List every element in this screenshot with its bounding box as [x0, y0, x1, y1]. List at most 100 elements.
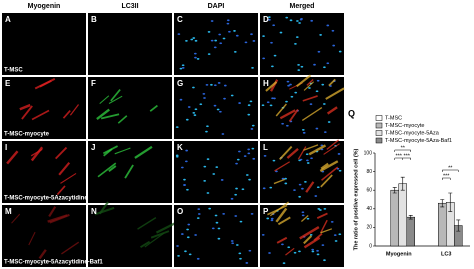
- bar: [398, 183, 407, 247]
- panel-letter: F: [91, 79, 96, 88]
- nucleus: [196, 58, 200, 60]
- nucleus: [219, 110, 222, 113]
- cell-signal: [296, 74, 312, 88]
- cell-signal: [137, 217, 157, 230]
- panel-letter: C: [177, 15, 183, 24]
- nucleus: [330, 220, 334, 223]
- error-bar: [408, 215, 413, 220]
- nucleus: [213, 46, 217, 49]
- nucleus: [333, 234, 337, 237]
- nucleus: [316, 249, 319, 252]
- nucleus: [214, 39, 218, 42]
- cell-signal: [320, 174, 333, 188]
- significance-label: **: [448, 165, 453, 171]
- nucleus: [194, 234, 198, 236]
- panel-letter: M: [5, 207, 12, 216]
- nucleus: [237, 150, 241, 153]
- column-header: LC3II: [121, 3, 138, 10]
- nucleus: [315, 127, 319, 130]
- legend-label: T-MSC-myocyte-5Aza: [385, 130, 440, 136]
- legend-swatch: [375, 115, 383, 121]
- cell-signal: [285, 247, 295, 256]
- panel-letter: N: [91, 207, 97, 216]
- cell-signal: [279, 109, 296, 120]
- cell-signal: [108, 95, 123, 104]
- x-tick-label: LC3: [441, 251, 451, 257]
- micrograph: [2, 13, 86, 75]
- nucleus: [247, 104, 251, 107]
- nucleus: [309, 233, 313, 236]
- nucleus: [316, 253, 320, 256]
- cell-signal: [273, 178, 286, 185]
- nucleus: [248, 178, 251, 181]
- cell-signal: [277, 216, 291, 226]
- nucleus: [303, 180, 307, 183]
- nucleus: [299, 18, 303, 21]
- nucleus: [192, 86, 195, 89]
- nucleus: [180, 233, 184, 235]
- nucleus: [217, 82, 221, 84]
- nucleus: [338, 233, 342, 236]
- nucleus: [309, 103, 313, 106]
- cell-signal: [320, 228, 333, 234]
- bar: [406, 216, 415, 247]
- nucleus: [219, 42, 223, 45]
- nucleus: [285, 100, 288, 103]
- nucleus: [250, 212, 254, 215]
- cell-signal: [94, 206, 115, 216]
- nucleus: [247, 152, 251, 155]
- nucleus: [287, 246, 291, 249]
- nucleus: [251, 124, 255, 127]
- cell-signal: [97, 162, 117, 178]
- nucleus: [301, 214, 305, 217]
- nucleus: [270, 65, 274, 68]
- nucleus: [211, 227, 215, 230]
- nucleus: [194, 56, 197, 59]
- cell-signal: [299, 226, 320, 240]
- nucleus: [323, 131, 327, 134]
- significance-label: ***: [404, 153, 411, 159]
- micrograph: [174, 205, 258, 267]
- y-tick-label: 100: [364, 150, 373, 156]
- legend-swatch: [375, 137, 383, 144]
- nucleus: [205, 130, 208, 133]
- nucleus: [262, 57, 266, 60]
- nucleus: [183, 178, 186, 181]
- row-label: T-MSC: [4, 68, 23, 74]
- nucleus: [250, 128, 254, 130]
- nucleus: [300, 187, 304, 190]
- nucleus: [185, 118, 189, 121]
- cell-signal: [114, 147, 131, 155]
- nucleus: [300, 65, 304, 68]
- nucleus: [323, 259, 326, 262]
- nucleus: [230, 197, 234, 200]
- nucleus: [220, 179, 224, 181]
- cell-signal: [28, 231, 36, 246]
- cell-signal: [98, 201, 109, 215]
- nucleus: [230, 240, 234, 242]
- nucleus: [315, 90, 319, 93]
- y-tick-label: 0: [369, 243, 372, 249]
- nucleus: [306, 159, 309, 162]
- nucleus: [245, 262, 249, 264]
- cell-signal: [56, 185, 66, 196]
- nucleus: [261, 233, 265, 236]
- legend-swatch: [375, 130, 383, 136]
- cell-signal: [321, 166, 339, 181]
- nucleus: [175, 155, 179, 158]
- nucleus: [252, 40, 256, 42]
- nucleus: [282, 262, 286, 265]
- nucleus: [268, 18, 271, 21]
- nucleus: [293, 189, 296, 192]
- nucleus: [295, 36, 299, 39]
- nucleus: [321, 83, 325, 86]
- nucleus: [302, 131, 306, 134]
- nucleus: [327, 121, 331, 123]
- cell-signal: [30, 148, 43, 157]
- nucleus: [202, 92, 206, 95]
- nucleus: [212, 173, 216, 175]
- cell-signal: [11, 213, 21, 224]
- nucleus: [314, 195, 318, 197]
- nucleus: [196, 217, 200, 220]
